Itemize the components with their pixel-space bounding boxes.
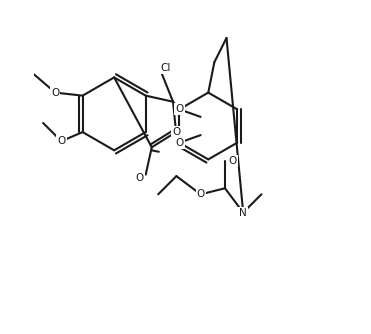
Text: O: O <box>51 88 59 98</box>
Text: O: O <box>229 156 237 166</box>
Text: O: O <box>172 127 180 137</box>
Text: N: N <box>239 207 247 217</box>
Text: Cl: Cl <box>160 63 171 73</box>
Text: O: O <box>197 189 205 199</box>
Text: O: O <box>135 173 144 183</box>
Text: O: O <box>57 136 65 146</box>
Text: O: O <box>175 138 184 148</box>
Text: O: O <box>175 104 184 114</box>
